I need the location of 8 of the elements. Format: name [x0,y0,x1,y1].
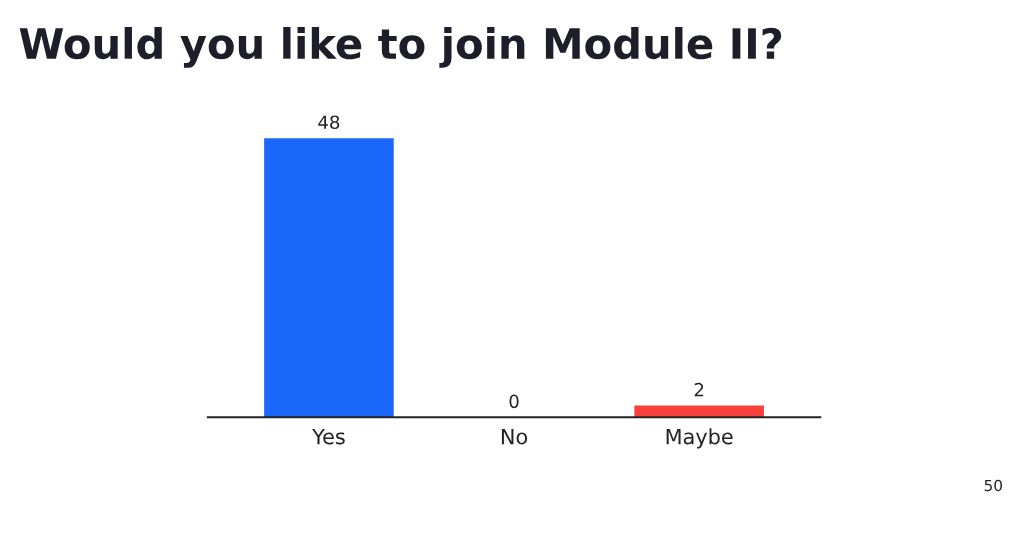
data-label: 0 [509,394,519,409]
x-tick-label: Maybe [666,428,733,449]
data-label: 2 [694,382,704,397]
chart-title: Would you like to join Module II? [19,27,782,68]
text: 50 [984,479,1002,492]
data-label: 48 [318,115,340,130]
x-tick-label: No [501,428,528,445]
x-tick-label: Yes [312,428,345,445]
